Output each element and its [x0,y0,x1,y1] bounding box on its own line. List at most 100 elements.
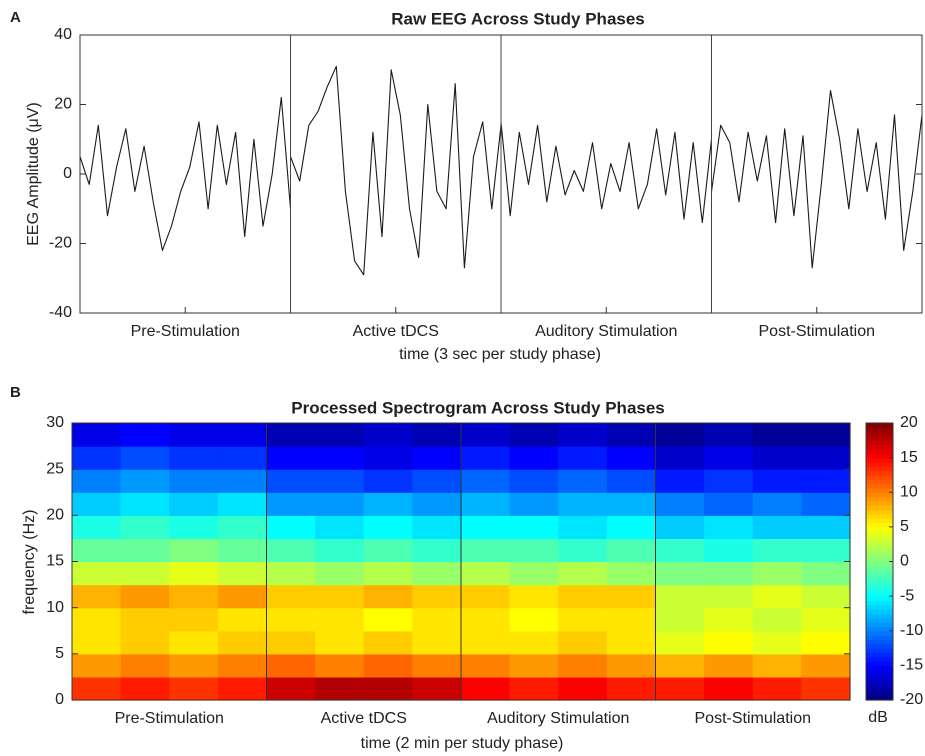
heatmap-cell [509,515,559,540]
heatmap-cell [363,423,413,447]
heatmap-cell [606,676,657,701]
colorbar-tick-label: -5 [900,587,914,604]
colorbar-tick-label: 15 [900,449,918,466]
heatmap-cell [412,676,462,701]
heatmap-cell [266,584,316,609]
colorbar-swatch [866,678,893,684]
heatmap-cell [509,584,559,609]
y-tick-label: 10 [46,599,64,616]
heatmap-cell [72,653,122,678]
heatmap-cell [801,607,851,632]
colorbar-swatch [866,479,893,485]
heatmap-cell [72,561,122,586]
heatmap-cell [120,492,170,516]
colorbar-swatch [866,531,893,537]
colorbar-swatch [866,552,893,558]
heatmap-cell [315,561,365,586]
heatmap-cell [801,423,851,447]
colorbar-swatch [866,695,893,701]
heatmap-cell [801,446,851,470]
colorbar-swatch [866,600,893,606]
heatmap-cell [412,561,462,586]
y-tick-label: 20 [46,507,64,524]
heatmap-cell [363,515,413,540]
heatmap-cell [801,492,851,516]
heatmap-cell [72,630,122,655]
heatmap-cell [315,469,365,493]
heatmap-cell [558,492,608,516]
heatmap-cell [606,607,657,632]
heatmap-cell [655,469,705,493]
colorbar-swatch [866,509,893,515]
colorbar-tick-label: -15 [900,657,923,674]
heatmap-cell [266,538,316,563]
heatmap-cell [217,653,268,678]
heatmap-cell [169,607,219,632]
heatmap-cell [509,607,559,632]
heatmap-cell [120,446,170,470]
colorbar-swatch [866,587,893,593]
heatmap-cell [461,469,511,493]
heatmap-cell [801,584,851,609]
colorbar-swatch [866,461,893,467]
heatmap-cell [169,492,219,516]
heatmap-cell [120,515,170,540]
heatmap-cell [655,538,705,563]
colorbar-swatch [866,617,893,623]
y-axis-label: EEG Amplitude (μV) [25,102,42,246]
panel-label: A [10,9,21,26]
heatmap-cell [461,538,511,563]
heatmap-cell [72,423,122,447]
colorbar-swatch [866,474,893,480]
y-tick-label: -40 [49,304,72,321]
heatmap-cell [461,515,511,540]
y-tick-label: 20 [54,96,72,113]
heatmap-cell [266,561,316,586]
heatmap-cell [558,423,608,447]
plot-frame [79,34,923,314]
heatmap-cell [509,653,559,678]
heatmap-cell [217,515,268,540]
heatmap-cell [266,630,316,655]
heatmap-cell [266,515,316,540]
heatmap-cell [606,446,657,470]
heatmap-cell [509,423,559,447]
heatmap-cell [704,492,754,516]
heatmap-cell [363,561,413,586]
colorbar-swatch [866,591,893,597]
heatmap-cell [606,515,657,540]
heatmap-cell [217,538,268,563]
heatmap-cell [752,538,802,563]
colorbar-swatch [866,483,893,489]
heatmap-cell [655,561,705,586]
colorbar-swatch [866,630,893,636]
eeg-trace [79,96,292,251]
x-tick-label: Post-Stimulation [759,323,876,340]
colorbar-swatch [866,578,893,584]
heatmap-cell [801,515,851,540]
heatmap-cell [461,630,511,655]
heatmap-cell [72,515,122,540]
heatmap-cell [801,653,851,678]
colorbar-swatch [866,470,893,476]
heatmap-cell [558,515,608,540]
colorbar-swatch [866,661,893,666]
colorbar-swatch [866,583,893,589]
heatmap-cell [169,469,219,493]
colorbar-tick-label: 10 [900,483,918,500]
colorbar-swatch [866,622,893,628]
colorbar-swatch [866,652,893,658]
heatmap-cell [217,630,268,655]
colorbar-swatch [866,526,893,532]
y-tick-label: 30 [46,414,64,431]
heatmap-cell [412,607,462,632]
colorbar-swatch [866,635,893,641]
heatmap-cell [217,561,268,586]
y-tick-label: 25 [46,460,64,477]
heatmap-cell [558,607,608,632]
colorbar-swatch [866,513,893,519]
heatmap-cell [461,676,511,701]
heatmap-cell [752,607,802,632]
